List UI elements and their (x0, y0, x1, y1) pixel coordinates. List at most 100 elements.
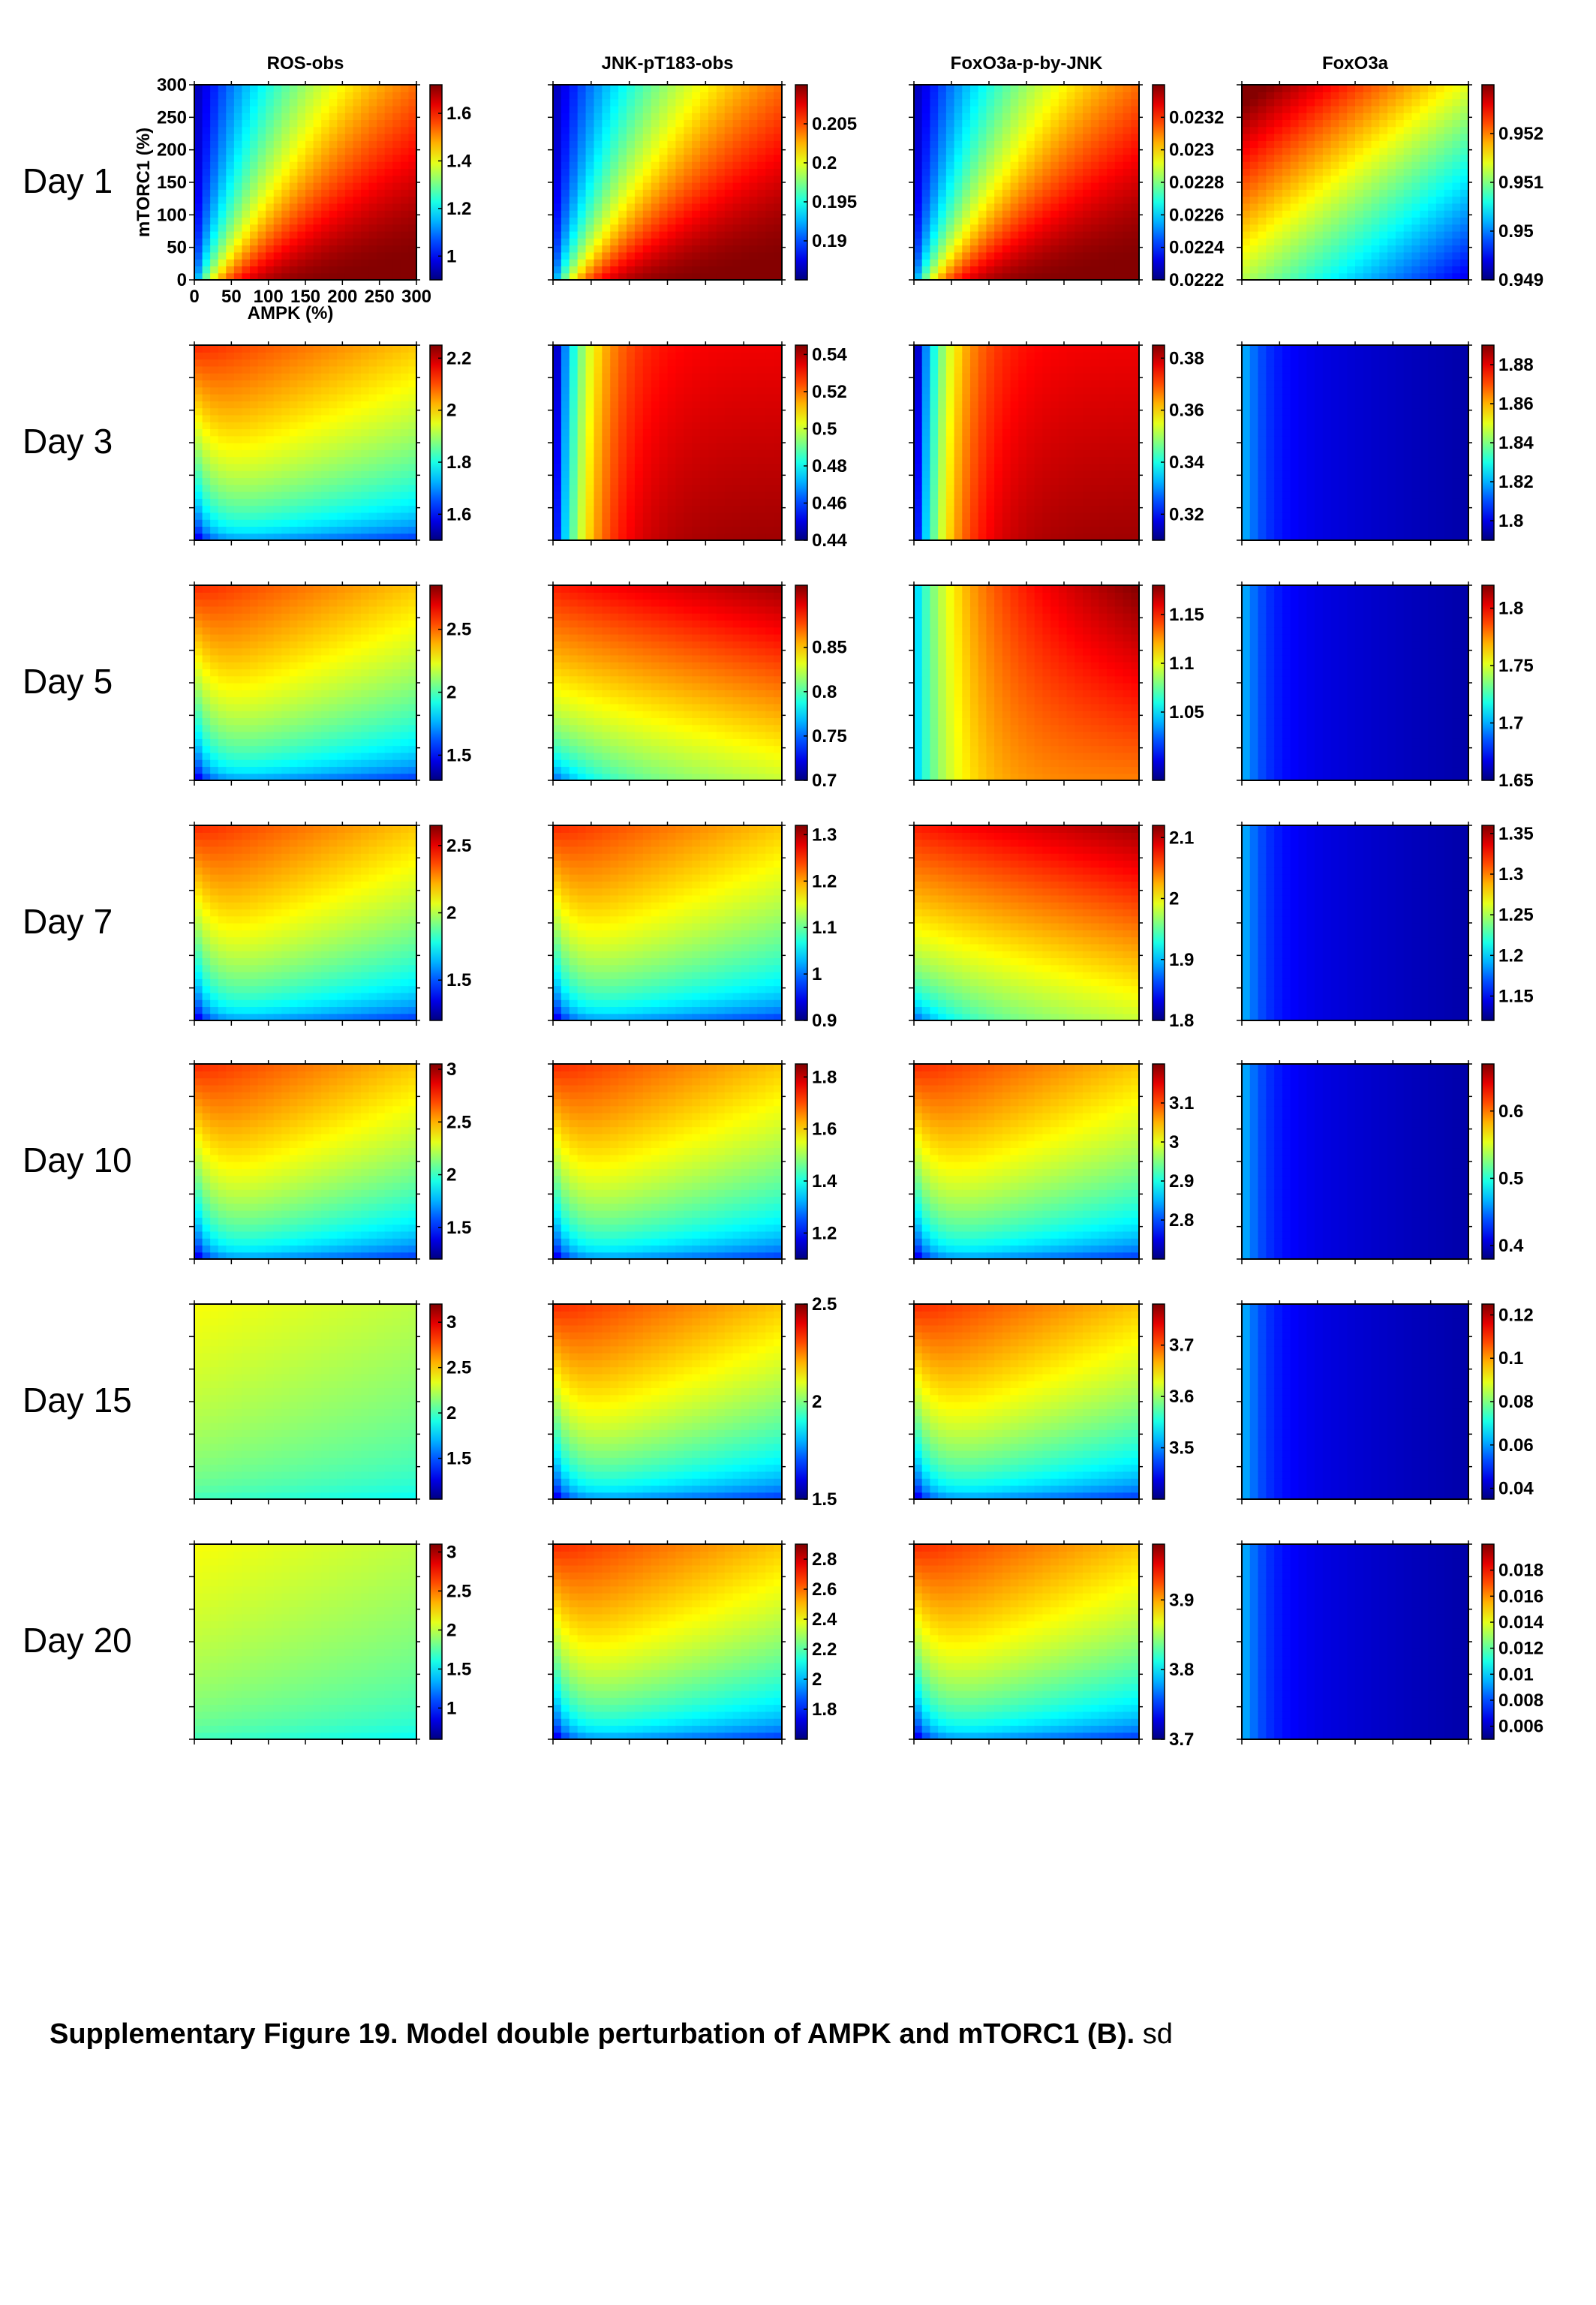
heatmap-cell (258, 161, 266, 169)
heatmap-cell (1339, 148, 1347, 155)
heatmap-cell (203, 203, 211, 211)
heatmap-cell (717, 252, 725, 260)
heatmap-cell (1107, 197, 1115, 204)
heatmap-cell (1412, 245, 1420, 253)
heatmap-cell (668, 443, 676, 450)
heatmap-cell (594, 127, 602, 134)
heatmap-cell (717, 380, 725, 387)
heatmap-cell (618, 352, 627, 359)
heatmap-cell (1436, 85, 1444, 92)
heatmap-cell (610, 140, 618, 148)
heatmap-cell (1355, 245, 1363, 253)
heatmap-cell (1026, 113, 1035, 120)
heatmap-cell (361, 498, 369, 506)
heatmap-cell (210, 428, 218, 436)
heatmap-cell (708, 245, 717, 253)
heatmap-cell (305, 373, 314, 380)
heatmap-cell (553, 401, 561, 408)
heatmap-cell (708, 259, 717, 266)
heatmap-cell (602, 224, 610, 232)
heatmap-cell (1315, 148, 1323, 155)
heatmap-cell (329, 408, 338, 416)
heatmap-cell (353, 231, 361, 239)
heatmap-cell (361, 210, 369, 218)
heatmap-cell (321, 259, 329, 266)
heatmap-cell (1274, 203, 1282, 211)
heatmap-cell (1035, 224, 1043, 232)
heatmap-cell (586, 252, 594, 260)
heatmap-cell (385, 387, 393, 395)
heatmap-cell (1035, 210, 1043, 218)
heatmap-cell (401, 224, 409, 232)
heatmap-cell (1026, 106, 1035, 113)
heatmap-cell (717, 485, 725, 492)
heatmap-cell (1306, 245, 1315, 253)
heatmap-cell (765, 224, 774, 232)
heatmap-cell (1083, 259, 1091, 266)
heatmap-cell (1042, 85, 1050, 92)
heatmap-cell (561, 266, 570, 273)
heatmap-cell (675, 477, 684, 485)
heatmap-cell (203, 498, 211, 506)
heatmap-cell (203, 238, 211, 245)
heatmap-cell (242, 519, 250, 527)
heatmap-cell (1083, 252, 1091, 260)
heatmap-cell (660, 408, 668, 416)
heatmap-cell (914, 366, 922, 374)
heatmap-cell (684, 259, 692, 266)
heatmap-cell (1282, 210, 1291, 218)
heatmap-cell (1099, 252, 1107, 260)
heatmap-cell (741, 428, 750, 436)
heatmap-cell (226, 182, 234, 190)
heatmap-cell (660, 380, 668, 387)
heatmap-cell (1412, 176, 1420, 183)
heatmap-cell (242, 457, 250, 464)
heatmap-cell (226, 477, 234, 485)
heatmap-cell (586, 387, 594, 395)
heatmap-cell (725, 119, 733, 127)
heatmap-cell (970, 161, 978, 169)
heatmap-cell (1035, 203, 1043, 211)
heatmap-cell (1002, 197, 1011, 204)
heatmap-cell (618, 526, 627, 533)
heatmap-cell (725, 252, 733, 260)
heatmap-cell (1274, 161, 1282, 169)
heatmap-cell (774, 422, 782, 429)
heatmap-cell (314, 231, 322, 239)
heatmap-cell (297, 506, 305, 513)
heatmap-cell (930, 113, 938, 120)
heatmap-cell (290, 512, 298, 520)
heatmap-cell (914, 259, 922, 266)
heatmap-cell (986, 155, 994, 162)
heatmap-cell (749, 127, 757, 134)
heatmap-cell (1387, 217, 1396, 224)
heatmap-cell (385, 189, 393, 197)
heatmap-cell (561, 238, 570, 245)
heatmap-cell (660, 477, 668, 485)
heatmap-cell (353, 203, 361, 211)
heatmap-cell (1452, 197, 1460, 204)
heatmap-cell (553, 526, 561, 533)
heatmap-cell (970, 127, 978, 134)
heatmap-cell (329, 210, 338, 218)
heatmap-cell (684, 119, 692, 127)
heatmap-cell (1452, 245, 1460, 253)
heatmap-cell (297, 85, 305, 92)
heatmap-cell (717, 155, 725, 162)
heatmap-cell (660, 422, 668, 429)
heatmap-cell (1107, 203, 1115, 211)
heatmap-cell (1404, 252, 1412, 260)
heatmap-cell (602, 408, 610, 416)
heatmap-cell (1115, 203, 1123, 211)
heatmap-cell (353, 401, 361, 408)
heatmap-cell (954, 217, 963, 224)
heatmap-cell (586, 217, 594, 224)
heatmap-cell (353, 127, 361, 134)
heatmap-cell (218, 366, 227, 374)
heatmap-cell (1372, 245, 1380, 253)
heatmap-cell (321, 266, 329, 273)
heatmap-cell (1067, 134, 1075, 141)
heatmap-cell (765, 119, 774, 127)
heatmap-cell (586, 464, 594, 471)
heatmap-cell (651, 119, 660, 127)
